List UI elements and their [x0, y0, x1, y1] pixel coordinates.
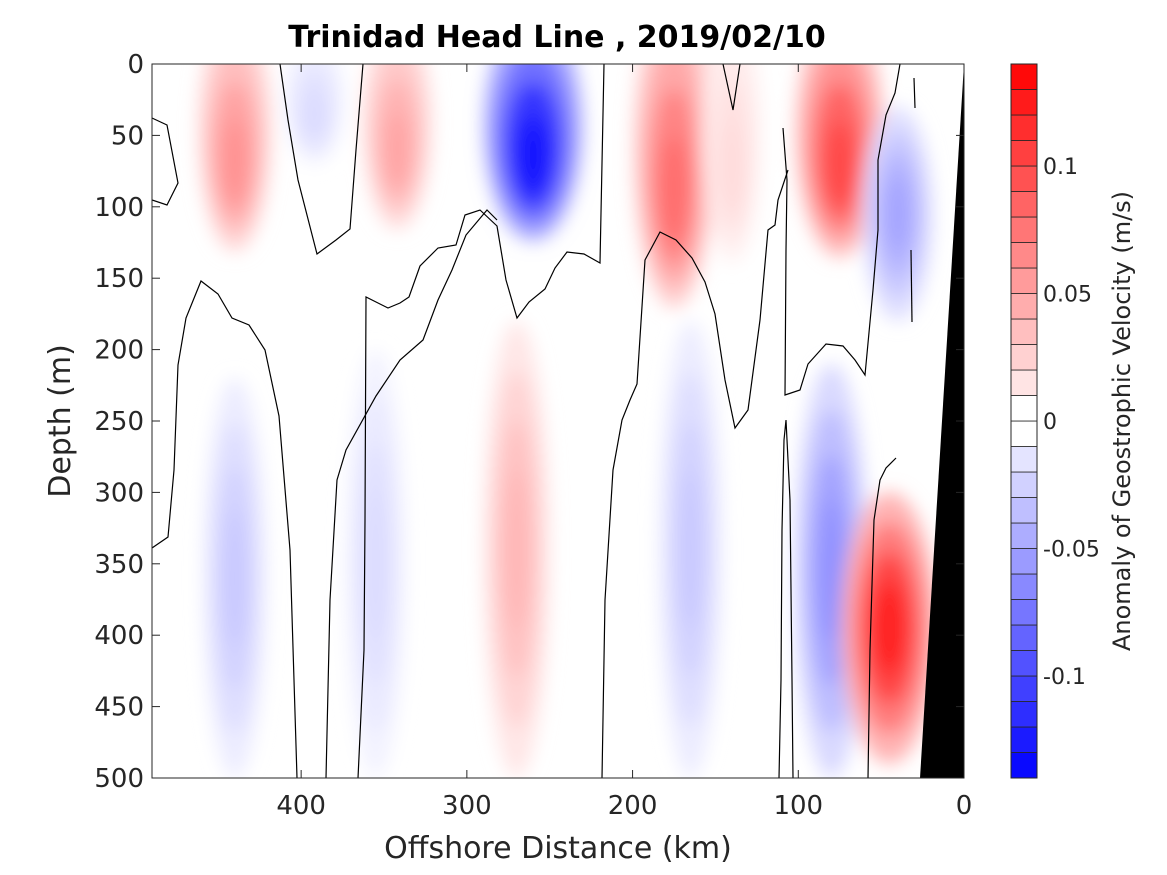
- colorbar-segment: [1010, 573, 1038, 600]
- y-tick-label: 350: [94, 550, 144, 580]
- colorbar-segment: [1010, 318, 1038, 345]
- y-tick-label: 400: [94, 621, 144, 651]
- zero-contour: [601, 169, 789, 778]
- colorbar-frame: [1010, 63, 1038, 779]
- zero-contour: [910, 249, 913, 323]
- colorbar-segment: [1010, 420, 1038, 447]
- zero-contours: [152, 64, 916, 778]
- anomaly-patch: [385, 112, 410, 186]
- colorbar-segment: [1010, 89, 1038, 116]
- colorbar-tick-label: 0: [1043, 410, 1057, 435]
- y-tick-label: 50: [111, 121, 144, 151]
- colorbar-tick-label: 0.1: [1043, 155, 1078, 180]
- y-tick-label: 450: [94, 693, 144, 723]
- anomaly-patch: [365, 490, 386, 637]
- colorbar-segment: [1010, 497, 1038, 524]
- colorbar-segment: [1010, 191, 1038, 218]
- colorbar-segment: [1010, 395, 1038, 422]
- y-tick-label: 200: [94, 336, 144, 366]
- colorbar-label: Anomaly of Geostrophic Velocity (m/s): [1108, 191, 1136, 651]
- anomaly-patch: [885, 177, 910, 251]
- colorbar-segment: [1010, 369, 1038, 396]
- anomaly-patch: [304, 93, 325, 138]
- colorbar-segment: [1010, 293, 1038, 320]
- colorbar-tick-label: 0.05: [1043, 283, 1092, 308]
- anomaly-patch: [222, 119, 248, 203]
- colorbar-segment: [1010, 63, 1038, 90]
- y-axis-label: Depth (m): [43, 344, 78, 498]
- x-tick-label: 200: [608, 791, 658, 821]
- y-tick-label: 150: [94, 264, 144, 294]
- anomaly-patch: [721, 122, 743, 211]
- x-tick-label: 100: [773, 791, 823, 821]
- colorbar-segment: [1010, 701, 1038, 728]
- colorbar-segment: [1010, 471, 1038, 498]
- zero-contour: [357, 64, 605, 778]
- colorbar-segment: [1010, 216, 1038, 243]
- zero-contour: [325, 209, 498, 778]
- y-tick-label: 0: [127, 50, 144, 80]
- anomaly-patch: [660, 135, 688, 243]
- anomaly-patch: [873, 581, 906, 675]
- colorbar-segment: [1010, 599, 1038, 626]
- y-tick-label: 100: [94, 193, 144, 223]
- x-tick-label: 300: [442, 791, 492, 821]
- colorbar-segment: [1010, 267, 1038, 294]
- y-tick-label: 250: [94, 407, 144, 437]
- x-tick-label: 0: [956, 791, 973, 821]
- x-tick-label: 400: [276, 791, 326, 821]
- anomaly-patch: [505, 471, 528, 628]
- axes: 400 300 200 100 0 0 50 100 150 200 250 300 350 400 450…: [94, 50, 972, 821]
- y-tick-label: 300: [94, 478, 144, 508]
- zero-contour: [782, 64, 901, 396]
- colorbar-segment: [1010, 165, 1038, 192]
- zero-contour: [778, 419, 794, 778]
- anomaly-patch: [824, 121, 855, 207]
- colorbar-segment: [1010, 446, 1038, 473]
- zero-contour: [867, 457, 897, 778]
- colorbar-tick-label: -0.05: [1043, 538, 1100, 563]
- zero-contour: [913, 77, 916, 109]
- zero-contour: [152, 280, 298, 778]
- colorbar-segment: [1010, 114, 1038, 141]
- colorbar-tick-label: -0.1: [1043, 665, 1086, 690]
- x-axis-label: Offshore Distance (km): [384, 831, 732, 866]
- colorbar-segment: [1010, 624, 1038, 651]
- anomaly-patch: [516, 116, 550, 194]
- colorbar-segment: [1010, 548, 1038, 575]
- zero-contour: [152, 117, 179, 206]
- chart-title: Trinidad Head Line , 2019/02/10: [288, 20, 825, 55]
- bathymetry-mask: [920, 64, 964, 778]
- zero-contour: [722, 64, 741, 111]
- colorbar-segment: [1010, 752, 1038, 779]
- colorbar-segment: [1010, 726, 1038, 753]
- zero-contour: [279, 64, 364, 256]
- colorbar-segment: [1010, 344, 1038, 371]
- colorbar-segment: [1010, 140, 1038, 167]
- colorbar: 0.1 0.05 0 -0.05 -0.1: [1010, 63, 1100, 779]
- anomaly-patch: [224, 510, 246, 647]
- colorbar-segment: [1010, 522, 1038, 549]
- velocity-anomaly-field: [198, 64, 938, 778]
- colorbar-segment: [1010, 675, 1038, 702]
- y-tick-label: 500: [94, 764, 144, 794]
- anomaly-patch: [679, 471, 702, 628]
- colorbar-segment: [1010, 650, 1038, 677]
- anomaly-patch: [818, 500, 844, 642]
- colorbar-segment: [1010, 242, 1038, 269]
